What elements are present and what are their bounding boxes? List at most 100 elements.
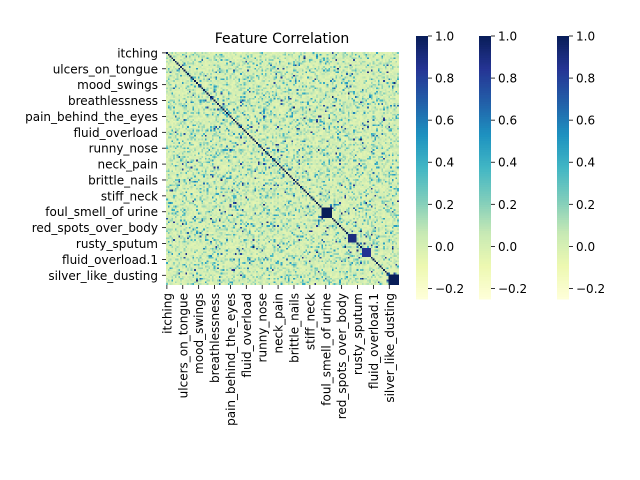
heatmap-cell [278, 53, 281, 56]
heatmap-cell [275, 64, 278, 67]
heatmap-cell [227, 97, 230, 100]
heatmap-cell [342, 71, 345, 74]
heatmap-cell [342, 90, 345, 93]
heatmap-cell [384, 96, 387, 99]
heatmap-cell [275, 80, 278, 83]
heatmap-cell [344, 97, 347, 100]
heatmap-cell [319, 82, 322, 84]
heatmap-cell [190, 67, 193, 70]
heatmap-cell [208, 99, 211, 102]
heatmap-cell [282, 106, 285, 109]
heatmap-cell [236, 66, 239, 69]
heatmap-cell [213, 101, 216, 104]
heatmap-cell [243, 80, 246, 83]
heatmap-cell [284, 53, 287, 56]
heatmap-row [166, 73, 400, 76]
heatmap-cell [330, 92, 333, 95]
heatmap-cell [245, 74, 248, 77]
heatmap-cell [273, 90, 276, 93]
heatmap-cell [254, 97, 257, 100]
heatmap-cell [361, 106, 364, 109]
heatmap-cell [233, 110, 235, 113]
heatmap-row [166, 57, 400, 60]
heatmap-cell [351, 115, 354, 118]
heatmap-cell [344, 60, 347, 63]
heatmap-cell [277, 104, 280, 107]
heatmap-cell [273, 67, 276, 70]
heatmap-cell [376, 85, 378, 88]
heatmap-cell [356, 97, 359, 100]
heatmap-cell [386, 53, 389, 56]
heatmap-cell [224, 110, 227, 113]
heatmap-cell [277, 82, 280, 84]
heatmap-cell [169, 69, 172, 72]
heatmap-cell [294, 53, 297, 56]
heatmap-cell [287, 89, 290, 91]
heatmap-cell [167, 60, 170, 63]
heatmap-cell [342, 96, 345, 99]
heatmap-cell [331, 66, 334, 69]
heatmap-cell [308, 55, 311, 58]
heatmap-cell [331, 104, 334, 107]
heatmap-cell [335, 57, 338, 60]
heatmap-cell [356, 94, 359, 97]
heatmap-cell [257, 115, 260, 118]
heatmap-cell [346, 97, 348, 100]
heatmap-cell [167, 94, 170, 97]
heatmap-cell [275, 92, 278, 95]
heatmap-cell [250, 99, 253, 102]
heatmap-cell [323, 90, 326, 93]
heatmap-cell [273, 76, 276, 79]
heatmap-cell [308, 104, 311, 107]
heatmap-cell [361, 57, 364, 60]
heatmap-cell [391, 57, 394, 60]
heatmap-cell [363, 64, 366, 67]
heatmap-cell [333, 103, 336, 106]
heatmap-cell [266, 97, 269, 100]
heatmap-cell [248, 67, 251, 70]
heatmap-cell [340, 104, 343, 107]
heatmap-cell [247, 87, 250, 90]
heatmap-cell [358, 64, 361, 67]
heatmap-cell [324, 90, 327, 93]
heatmap-cell [268, 110, 271, 113]
heatmap-cell [241, 115, 244, 118]
heatmap-cell [294, 52, 297, 54]
heatmap-cell [377, 74, 380, 77]
heatmap-cell [307, 53, 310, 56]
heatmap-cell [379, 55, 382, 58]
heatmap-cell [224, 67, 227, 70]
heatmap-cell [372, 85, 375, 88]
heatmap-cell [236, 60, 239, 63]
heatmap-cell [388, 76, 391, 79]
heatmap-cell [305, 67, 308, 70]
heatmap-cell [321, 69, 324, 72]
heatmap-cell [215, 59, 218, 61]
heatmap-cell [296, 96, 299, 99]
heatmap-cell [287, 94, 290, 97]
heatmap-cell [331, 85, 334, 88]
heatmap-cell [391, 85, 394, 88]
heatmap-cell [308, 78, 311, 81]
heatmap-cell [361, 71, 364, 74]
heatmap-cell [169, 89, 172, 91]
heatmap-cell [307, 106, 310, 109]
heatmap-cell [208, 97, 211, 100]
heatmap-cell [384, 82, 387, 84]
heatmap-cell [286, 80, 288, 83]
heatmap-cell [201, 60, 204, 63]
heatmap-cell [180, 69, 183, 72]
heatmap-cell [176, 104, 179, 107]
heatmap-cell [381, 89, 384, 91]
heatmap-cell [218, 73, 221, 76]
heatmap-cell [238, 60, 241, 63]
heatmap-cell [324, 74, 327, 77]
heatmap-cell [183, 80, 186, 83]
heatmap-cell [213, 73, 216, 76]
heatmap-cell [203, 71, 205, 74]
heatmap-cell [261, 85, 264, 88]
heatmap-cell [233, 85, 235, 88]
heatmap-cell [248, 101, 251, 104]
heatmap-cell [250, 53, 253, 56]
heatmap-cell [181, 90, 184, 93]
